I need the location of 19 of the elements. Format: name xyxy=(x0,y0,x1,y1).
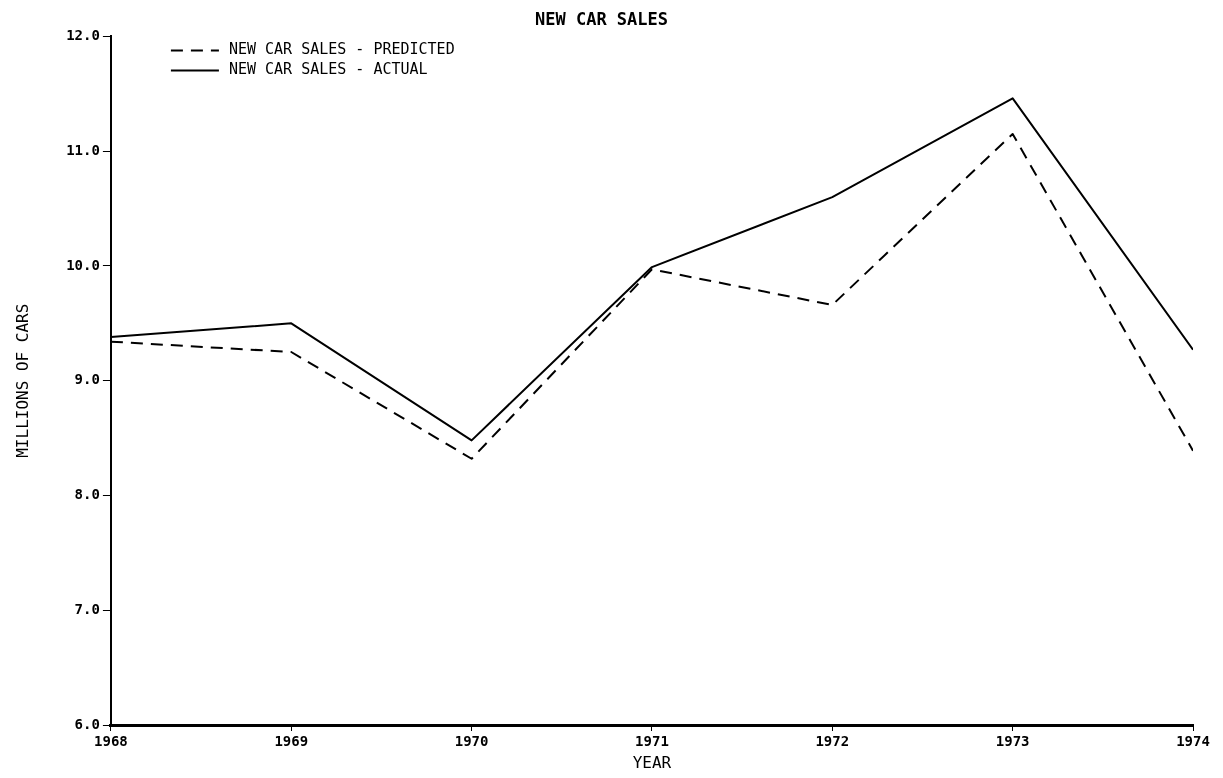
x-tick-label: 1970 xyxy=(454,733,489,750)
x-tick-label: 1973 xyxy=(995,733,1030,750)
y-tick-label: 8.0 xyxy=(74,486,100,503)
y-axis-title: MILLIONS OF CARS xyxy=(12,303,32,458)
legend-label: NEW CAR SALES - PREDICTED xyxy=(228,40,455,59)
y-tick-label: 7.0 xyxy=(74,600,100,617)
y-tick-label: 6.0 xyxy=(74,715,100,732)
chart-title: NEW CAR SALES xyxy=(534,8,669,29)
y-tick-label: 12.0 xyxy=(66,27,100,44)
x-tick-label: 1971 xyxy=(635,733,669,750)
y-tick-label: 11.0 xyxy=(66,141,100,158)
legend-label: NEW CAR SALES - ACTUAL xyxy=(228,60,428,79)
x-axis-title: YEAR xyxy=(632,752,672,772)
x-tick-label: 1974 xyxy=(1176,733,1210,750)
y-tick-label: 9.0 xyxy=(74,371,100,388)
y-tick-label: 10.0 xyxy=(66,256,100,273)
x-tick-label: 1969 xyxy=(274,733,309,750)
x-tick-label: 1968 xyxy=(94,733,128,750)
x-tick-label: 1972 xyxy=(815,733,850,750)
